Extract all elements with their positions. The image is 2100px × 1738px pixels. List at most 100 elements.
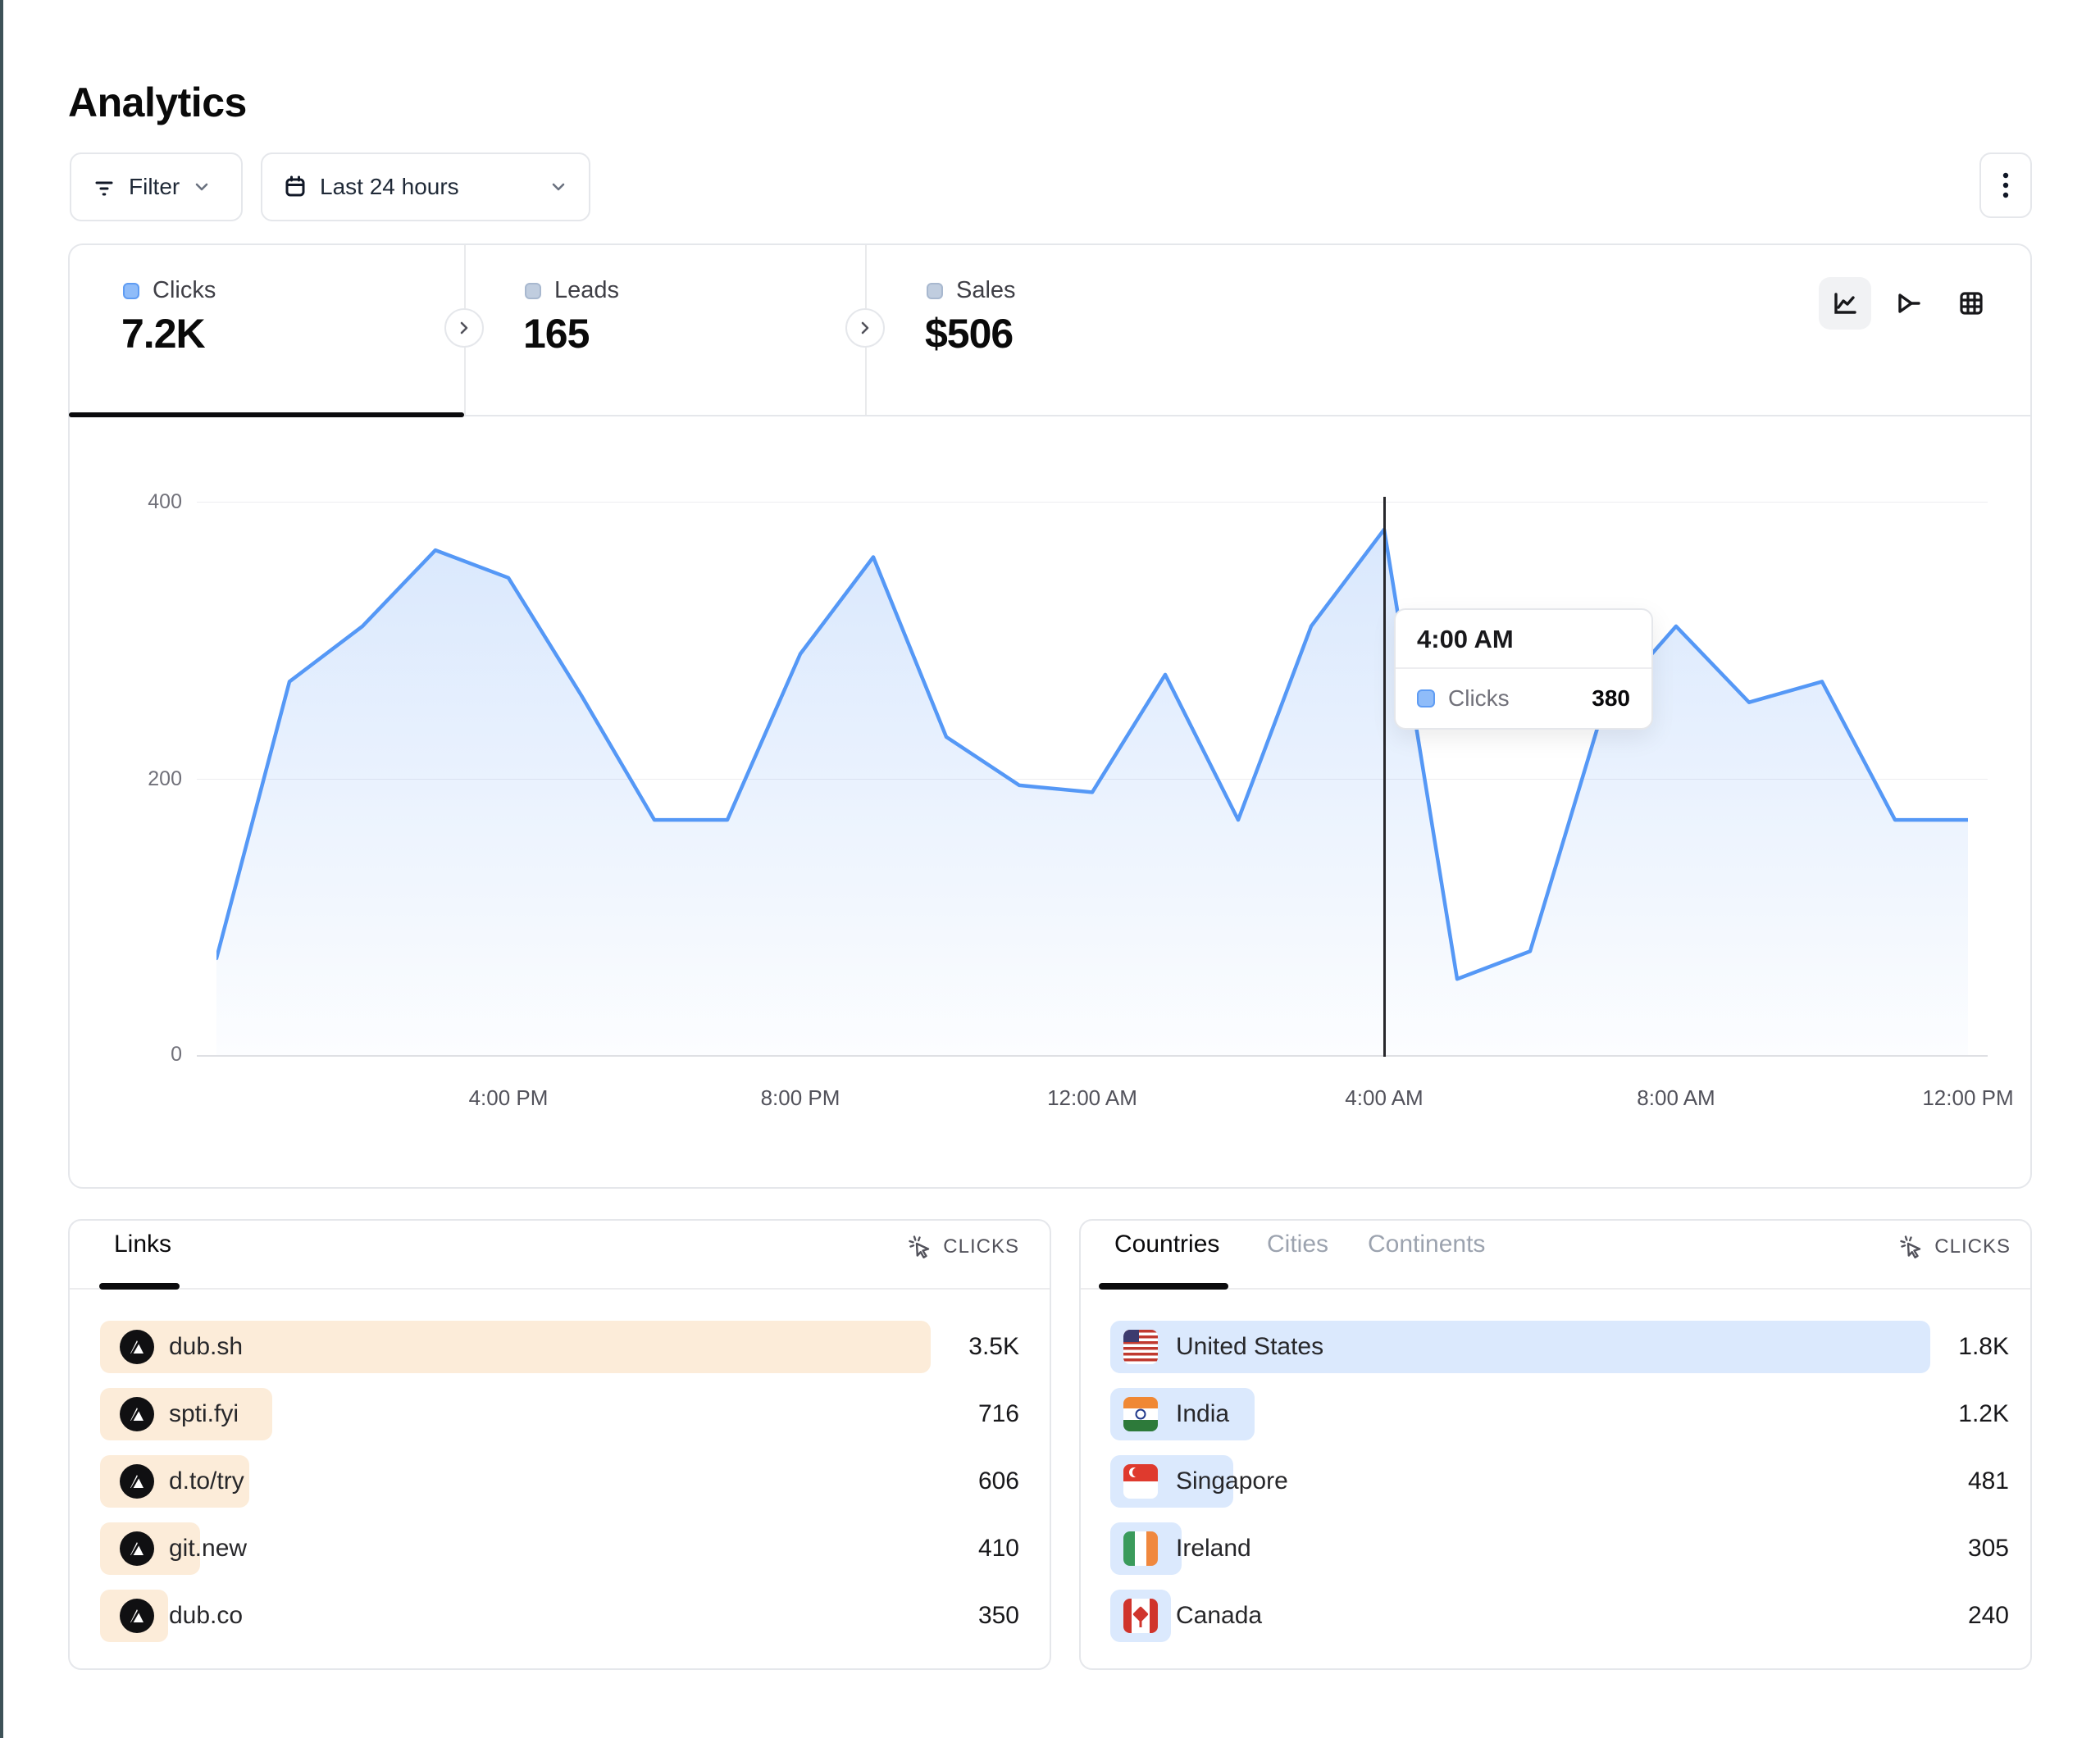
- active-stat-underline: [69, 412, 464, 417]
- country-row[interactable]: India 1.2K: [1110, 1388, 2009, 1440]
- gridline-400: [197, 502, 1988, 503]
- metric-label: CLICKS: [1934, 1235, 2011, 1258]
- kebab-menu-icon: [1994, 167, 2017, 203]
- filter-label: Filter: [129, 174, 180, 199]
- country-row[interactable]: Canada 240: [1110, 1590, 2009, 1642]
- active-tab-underline: [1099, 1283, 1228, 1290]
- country-clicks-value: 240: [1967, 1602, 2009, 1629]
- line-chart-icon: [1829, 287, 1861, 320]
- cursor-click-icon: [1898, 1234, 1925, 1260]
- tooltip-value: 380: [1592, 685, 1630, 711]
- line-chart-view-button[interactable]: [1819, 277, 1871, 330]
- gridline-200: [197, 779, 1988, 780]
- link-label: spti.fyi: [169, 1400, 239, 1427]
- tab-links[interactable]: Links: [114, 1231, 172, 1258]
- country-clicks-value: 305: [1967, 1535, 2009, 1562]
- link-clicks-value: 350: [977, 1602, 1019, 1629]
- x-axis-tick: 4:00 PM: [468, 1085, 549, 1110]
- country-row[interactable]: Singapore 481: [1110, 1455, 2009, 1508]
- links-panel: [68, 1219, 1051, 1670]
- link-label: dub.co: [169, 1602, 244, 1629]
- x-axis-tick: 8:00 AM: [1637, 1085, 1715, 1110]
- panel-divider: [70, 1288, 1050, 1290]
- country-clicks-value: 1.2K: [1958, 1400, 2009, 1427]
- dub-favicon-icon: [120, 1531, 154, 1566]
- y-axis-tick: 0: [171, 1043, 182, 1066]
- chevron-down-icon: [548, 176, 569, 198]
- countries-metric-header[interactable]: CLICKS: [1878, 1234, 2011, 1260]
- link-row[interactable]: spti.fyi 716: [100, 1388, 1019, 1440]
- country-clicks-value: 1.8K: [1958, 1333, 2009, 1360]
- link-label: git.new: [169, 1535, 248, 1562]
- funnel-icon: [1892, 287, 1925, 320]
- link-row[interactable]: dub.co 350: [100, 1590, 1019, 1642]
- click-volume-bar: [100, 1321, 931, 1373]
- funnel-view-button[interactable]: [1882, 277, 1934, 330]
- dub-favicon-icon: [120, 1599, 154, 1633]
- dub-favicon-icon: [120, 1330, 154, 1364]
- filter-button[interactable]: Filter: [70, 152, 243, 221]
- dub-favicon-icon: [120, 1464, 154, 1499]
- clicks-series-marker: [123, 282, 139, 299]
- clicks-area-chart[interactable]: [216, 502, 1968, 1055]
- flag-canada-icon: [1123, 1599, 1158, 1633]
- flag-us-icon: [1123, 1330, 1158, 1364]
- flag-ireland-icon: [1123, 1531, 1158, 1566]
- leads-series-marker: [525, 282, 541, 299]
- chevron-down-icon: [191, 176, 212, 198]
- country-clicks-value: 481: [1967, 1467, 2009, 1495]
- x-axis-tick: 12:00 AM: [1047, 1085, 1137, 1110]
- flag-india-icon: [1123, 1397, 1158, 1431]
- tooltip-series-label: Clicks: [1448, 685, 1510, 711]
- link-clicks-value: 410: [977, 1535, 1019, 1562]
- calendar-icon: [282, 174, 308, 200]
- link-row[interactable]: d.to/try 606: [100, 1455, 1019, 1508]
- countries-panel: [1079, 1219, 2032, 1670]
- date-range-label: Last 24 hours: [320, 174, 459, 199]
- window-edge-accent: [0, 0, 3, 1738]
- country-label: United States: [1176, 1333, 1324, 1360]
- table-view-button[interactable]: [1945, 277, 1998, 330]
- tab-continents[interactable]: Continents: [1368, 1231, 1486, 1258]
- link-row[interactable]: dub.sh 3.5K: [100, 1321, 1019, 1373]
- active-tab-underline: [99, 1283, 180, 1290]
- dub-favicon-icon: [120, 1397, 154, 1431]
- country-row[interactable]: Ireland 305: [1110, 1522, 2009, 1575]
- metric-label: CLICKS: [943, 1235, 1019, 1258]
- panel-divider: [1081, 1288, 2030, 1290]
- link-label: dub.sh: [169, 1333, 244, 1360]
- y-axis-tick: 400: [148, 490, 182, 513]
- expand-stat-button[interactable]: [444, 308, 484, 348]
- click-volume-bar: [1110, 1321, 1930, 1373]
- flag-singapore-icon: [1123, 1464, 1158, 1499]
- link-clicks-value: 3.5K: [968, 1333, 1019, 1360]
- links-metric-header[interactable]: CLICKS: [888, 1234, 1019, 1260]
- country-row[interactable]: United States 1.8K: [1110, 1321, 2009, 1373]
- stat-label: Sales: [956, 277, 1016, 303]
- x-axis-tick: 4:00 AM: [1345, 1085, 1424, 1110]
- expand-stat-button[interactable]: [845, 308, 885, 348]
- stat-value: $506: [925, 311, 1014, 357]
- country-label: India: [1176, 1400, 1230, 1427]
- more-menu-button[interactable]: [1979, 152, 2032, 218]
- tab-countries[interactable]: Countries: [1114, 1231, 1220, 1258]
- x-axis-tick: 12:00 PM: [1922, 1085, 2014, 1110]
- gridline-0: [197, 1055, 1988, 1057]
- clicks-series-marker: [1417, 689, 1435, 707]
- stat-label: Leads: [554, 277, 620, 303]
- link-clicks-value: 606: [977, 1467, 1019, 1495]
- country-label: Singapore: [1176, 1467, 1288, 1495]
- country-label: Ireland: [1176, 1535, 1251, 1562]
- tab-cities[interactable]: Cities: [1267, 1231, 1329, 1258]
- date-range-button[interactable]: Last 24 hours: [261, 152, 590, 221]
- tooltip-time: 4:00 AM: [1396, 610, 1651, 669]
- cursor-click-icon: [907, 1234, 933, 1260]
- link-row[interactable]: git.new 410: [100, 1522, 1019, 1575]
- stats-row-divider: [68, 415, 2032, 416]
- page-title: Analytics: [68, 80, 247, 125]
- filter-icon: [91, 174, 117, 200]
- stat-value: 165: [523, 311, 590, 357]
- x-axis-tick: 8:00 PM: [760, 1085, 840, 1110]
- chart-crosshair: [1383, 497, 1386, 1057]
